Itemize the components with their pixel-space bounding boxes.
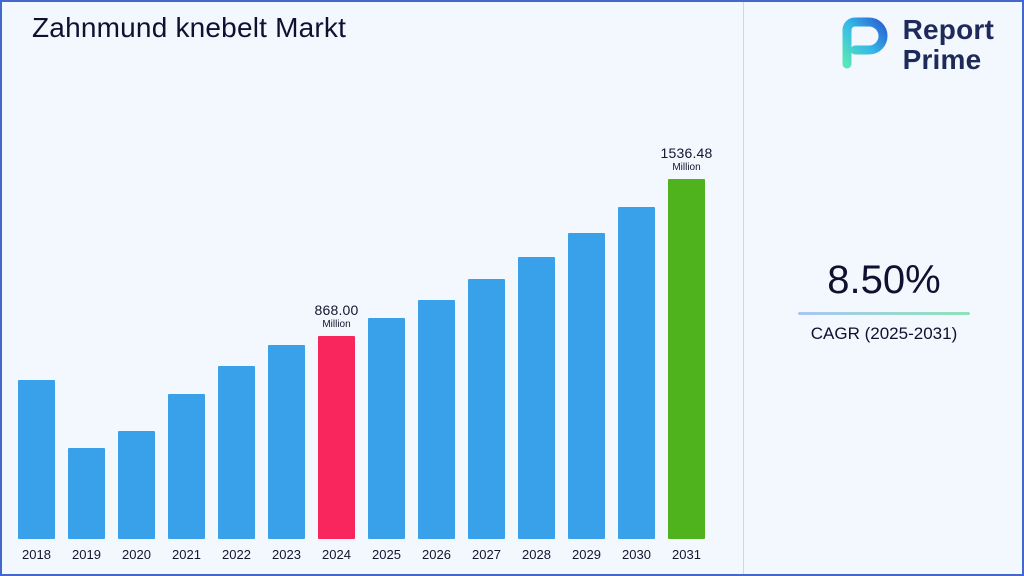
- bar-2030: [618, 207, 655, 539]
- x-tick-2031: 2031: [672, 547, 701, 562]
- bar-group-2023: 2023: [268, 345, 305, 562]
- bar-group-2027: 2027: [468, 279, 505, 562]
- bar-2024: [318, 336, 355, 539]
- bar-2031: [668, 179, 705, 539]
- bar-chart: 2018 2019 2020 2021 2022 2023 868.00 Million 202…: [18, 145, 713, 562]
- x-tick-2029: 2029: [572, 547, 601, 562]
- bar-2018: [18, 380, 55, 539]
- x-tick-2021: 2021: [172, 547, 201, 562]
- value-label-2031: 1536.48 Million: [661, 145, 713, 173]
- value-label-unit-2031: Million: [672, 162, 701, 173]
- x-tick-2025: 2025: [372, 547, 401, 562]
- report-prime-logo-icon: [833, 14, 893, 75]
- bar-2023: [268, 345, 305, 539]
- report-prime-logo-text: Report Prime: [903, 15, 994, 74]
- bar-group-2028: 2028: [518, 257, 555, 562]
- logo-text-line2: Prime: [902, 43, 982, 75]
- report-prime-logo: Report Prime: [833, 14, 994, 75]
- bar-2026: [418, 300, 455, 539]
- bar-group-2030: 2030: [618, 207, 655, 562]
- bar-group-2024: 868.00 Million 2024: [314, 302, 358, 562]
- cagr-block: 8.50% CAGR (2025-2031): [774, 258, 994, 344]
- x-tick-2030: 2030: [622, 547, 651, 562]
- bar-group-2020: 2020: [118, 431, 155, 562]
- bar-2025: [368, 318, 405, 539]
- x-tick-2019: 2019: [72, 547, 101, 562]
- bar-2027: [468, 279, 505, 539]
- bar-group-2029: 2029: [568, 233, 605, 562]
- x-tick-2018: 2018: [22, 547, 51, 562]
- bar-group-2025: 2025: [368, 318, 405, 562]
- bar-2020: [118, 431, 155, 539]
- x-tick-2028: 2028: [522, 547, 551, 562]
- bar-group-2021: 2021: [168, 394, 205, 562]
- bar-group-2022: 2022: [218, 366, 255, 562]
- cagr-value: 8.50%: [827, 258, 941, 302]
- bar-2022: [218, 366, 255, 539]
- value-label-number-2031: 1536.48: [660, 145, 713, 161]
- x-tick-2022: 2022: [222, 547, 251, 562]
- bar-group-2019: 2019: [68, 448, 105, 562]
- x-tick-2024: 2024: [322, 547, 351, 562]
- bar-2028: [518, 257, 555, 539]
- bar-group-2031: 1536.48 Million 2031: [661, 145, 713, 562]
- value-label-unit-2024: Million: [322, 319, 351, 330]
- x-tick-2026: 2026: [422, 547, 451, 562]
- x-tick-2023: 2023: [272, 547, 301, 562]
- divider: [743, 2, 744, 574]
- x-tick-2027: 2027: [472, 547, 501, 562]
- bar-2021: [168, 394, 205, 539]
- value-label-2024: 868.00 Million: [314, 302, 358, 330]
- logo-text-line1: Report: [902, 13, 994, 45]
- bar-2019: [68, 448, 105, 539]
- bar-group-2018: 2018: [18, 380, 55, 562]
- cagr-underline: [798, 312, 970, 315]
- x-tick-2020: 2020: [122, 547, 151, 562]
- bar-group-2026: 2026: [418, 300, 455, 562]
- value-label-number-2024: 868.00: [314, 302, 359, 318]
- bar-2029: [568, 233, 605, 539]
- page-title: Zahnmund knebelt Markt: [32, 12, 347, 43]
- cagr-label: CAGR (2025-2031): [810, 324, 958, 343]
